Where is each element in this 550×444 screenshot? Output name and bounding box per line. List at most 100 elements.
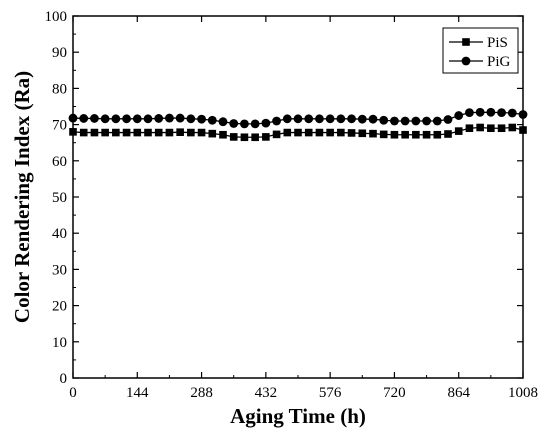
- data-point-pis: [176, 128, 184, 137]
- data-point-pig: [475, 107, 485, 117]
- y-tick-label: 50: [52, 190, 67, 206]
- data-point-pis: [401, 130, 409, 139]
- data-point-pis: [337, 128, 345, 137]
- data-point-pig: [186, 114, 196, 124]
- x-axis-ticks: 0 144 288 432 576 720 864 1008: [69, 16, 538, 401]
- y-tick-label: 30: [52, 262, 67, 278]
- x-tick-label: 864: [447, 385, 470, 401]
- y-tick-label: 60: [52, 154, 67, 170]
- data-point-pig: [315, 114, 324, 124]
- legend-marker-pig: [461, 56, 471, 66]
- data-point-pig: [293, 114, 303, 124]
- data-point-pig: [90, 114, 99, 123]
- data-point-pig: [507, 108, 517, 118]
- y-tick-label: 100: [45, 9, 68, 25]
- data-point-pis: [272, 130, 281, 139]
- data-point-pis: [412, 130, 420, 139]
- data-point-pis: [208, 129, 217, 138]
- x-tick-label: 144: [126, 385, 149, 401]
- y-tick-label: 10: [52, 335, 67, 351]
- data-point-pig: [111, 114, 121, 124]
- data-point-pig: [165, 113, 174, 123]
- data-point-pig: [368, 114, 378, 124]
- x-tick-label: 288: [190, 385, 213, 401]
- data-point-pig: [497, 108, 506, 118]
- legend-label-pis: PiS: [487, 35, 508, 51]
- data-point-pig: [379, 115, 389, 125]
- data-point-pis: [476, 123, 484, 132]
- data-point-pis: [497, 124, 506, 133]
- y-axis-ticks: 0 10 20 30 40 50 60 70 80 90 100: [45, 9, 523, 387]
- data-point-pig: [132, 114, 142, 124]
- data-point-pis: [262, 133, 270, 141]
- data-point-pig: [390, 116, 399, 126]
- data-point-pis: [294, 128, 302, 137]
- x-tick-label: 1008: [508, 385, 538, 401]
- data-point-pis: [379, 130, 388, 139]
- data-point-pig: [282, 114, 292, 124]
- y-tick-label: 70: [52, 118, 67, 134]
- data-point-pis: [240, 133, 249, 142]
- data-point-pis: [358, 129, 367, 138]
- data-point-pis: [112, 128, 120, 137]
- legend-box: [442, 27, 519, 74]
- data-point-pig: [336, 114, 346, 124]
- x-tick-label: 432: [255, 385, 278, 401]
- data-point-pis: [219, 130, 227, 139]
- data-point-pig: [272, 116, 281, 126]
- legend: PiS PiG: [442, 27, 519, 74]
- data-point-pig: [154, 114, 164, 123]
- data-point-pig: [122, 114, 131, 124]
- data-point-pig: [175, 113, 185, 123]
- x-axis-label: Aging Time (h): [230, 404, 366, 428]
- data-point-pig: [347, 114, 356, 124]
- data-point-pig: [443, 115, 453, 124]
- data-point-pis: [369, 129, 377, 138]
- data-point-pig: [486, 107, 496, 117]
- x-tick-label: 576: [319, 385, 342, 401]
- data-point-pig: [465, 108, 474, 118]
- data-point-pis: [444, 130, 452, 138]
- data-point-pig: [100, 114, 110, 124]
- y-tick-label: 90: [52, 45, 67, 61]
- data-point-pis: [101, 128, 109, 137]
- data-point-pig: [304, 114, 314, 124]
- data-point-pis: [133, 128, 142, 137]
- data-point-pig: [261, 118, 271, 128]
- legend-marker-pis: [462, 38, 470, 46]
- data-point-pig: [79, 114, 89, 123]
- data-point-pig: [357, 114, 367, 124]
- legend-label-pig: PiG: [487, 54, 511, 70]
- data-point-pis: [508, 123, 517, 132]
- data-point-pis: [326, 128, 334, 137]
- data-point-pis: [251, 133, 259, 142]
- data-point-pis: [454, 127, 463, 135]
- data-point-pig: [400, 116, 410, 126]
- data-point-pig: [197, 114, 206, 124]
- y-tick-label: 0: [60, 371, 68, 387]
- y-axis-label: Color Rendering Index (Ra): [10, 71, 34, 323]
- data-point-pis: [154, 128, 163, 137]
- data-point-pis: [422, 130, 431, 139]
- series-layer: [68, 107, 528, 142]
- data-point-pig: [411, 116, 421, 126]
- data-point-pig: [229, 119, 239, 128]
- data-point-pig: [422, 116, 431, 126]
- data-point-pis: [283, 128, 292, 137]
- data-point-pis: [304, 128, 313, 137]
- data-point-pis: [433, 130, 442, 139]
- data-point-pis: [79, 128, 88, 137]
- y-tick-label: 20: [52, 299, 67, 315]
- data-point-pis: [487, 124, 495, 133]
- data-point-pis: [144, 128, 152, 137]
- data-point-pis: [465, 124, 474, 133]
- plot-frame: [72, 15, 524, 379]
- x-tick-label: 0: [69, 385, 77, 401]
- data-point-pis: [315, 128, 324, 137]
- data-point-pig: [143, 114, 153, 124]
- x-tick-label: 720: [383, 385, 406, 401]
- data-point-pis: [165, 128, 174, 137]
- data-point-pig: [454, 111, 464, 120]
- data-point-pis: [122, 128, 131, 137]
